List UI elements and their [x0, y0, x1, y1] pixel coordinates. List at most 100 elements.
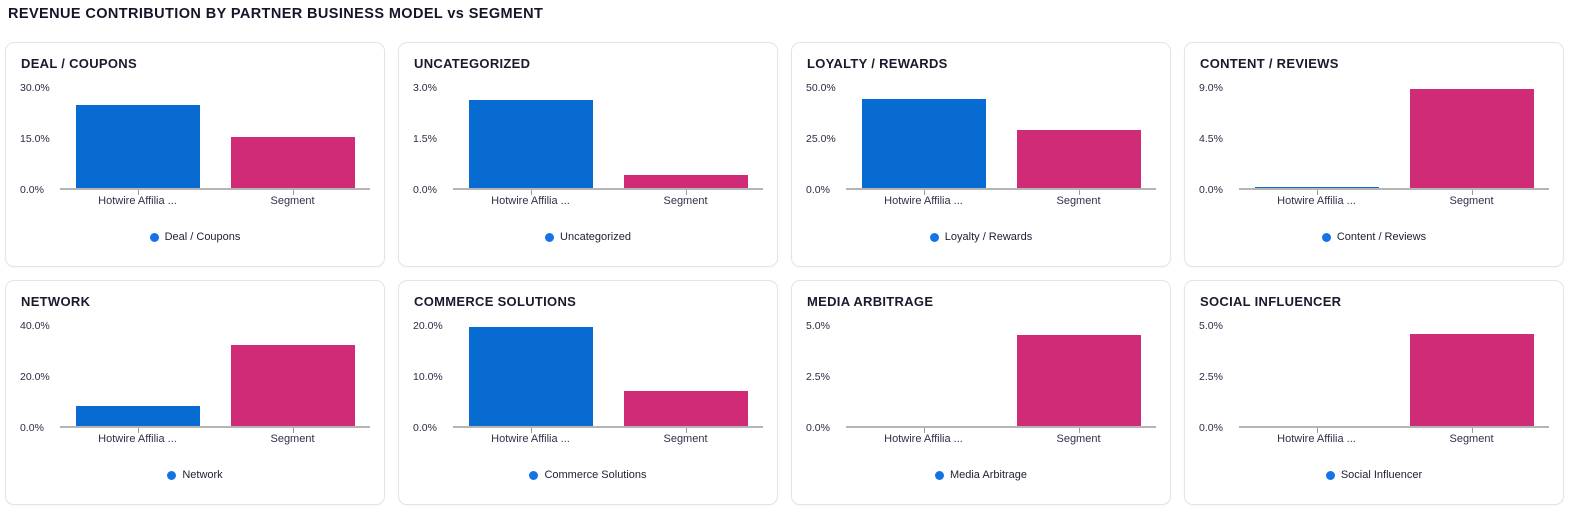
x-category-label: Hotwire Affilia ...: [884, 433, 963, 445]
chart-card: NETWORK 40.0% 20.0% 0.0% Hotwire Affilia…: [5, 280, 385, 505]
chart-title: COMMERCE SOLUTIONS: [414, 294, 577, 309]
y-tick-label: 5.0%: [1199, 320, 1223, 332]
y-axis: 5.0% 2.5% 0.0%: [1199, 320, 1239, 434]
y-tick-label: 0.0%: [1199, 184, 1223, 196]
legend-label: Deal / Coupons: [164, 231, 241, 243]
y-axis: 30.0% 15.0% 0.0%: [20, 82, 60, 196]
y-tick-label: 5.0%: [806, 320, 830, 332]
chart-plot-area: 20.0% 10.0% 0.0%: [413, 320, 763, 434]
bar-segment[interactable]: [623, 174, 748, 188]
bar-hotwire-affiliate[interactable]: [861, 99, 986, 188]
legend-item[interactable]: Loyalty / Rewards: [792, 231, 1170, 243]
chart-title: LOYALTY / REWARDS: [807, 56, 948, 71]
legend-dot-icon: [934, 470, 944, 480]
plot: [453, 88, 763, 195]
bar-hotwire-affiliate[interactable]: [75, 406, 200, 426]
x-category-label: Segment: [1056, 433, 1101, 445]
y-tick-label: 3.0%: [413, 82, 437, 94]
x-category-label: Hotwire Affilia ...: [1277, 195, 1356, 207]
bar-segment[interactable]: [1409, 334, 1534, 426]
chart-plot-area: 3.0% 1.5% 0.0%: [413, 82, 763, 196]
y-tick-label: 0.0%: [806, 184, 830, 196]
x-axis-tick: [1078, 190, 1080, 195]
legend-dot-icon: [1325, 470, 1335, 480]
bar-segment[interactable]: [1016, 130, 1141, 188]
bar-segment[interactable]: [623, 390, 748, 426]
chart-card: COMMERCE SOLUTIONS 20.0% 10.0% 0.0% Hotw…: [398, 280, 778, 505]
legend-dot-icon: [149, 232, 159, 242]
chart-card: DEAL / COUPONS 30.0% 15.0% 0.0% Hotwire …: [5, 42, 385, 267]
x-axis-tick: [923, 428, 925, 433]
y-axis: 3.0% 1.5% 0.0%: [413, 82, 453, 196]
y-tick-label: 0.0%: [413, 184, 437, 196]
y-tick-label: 2.5%: [1199, 371, 1223, 383]
chart-card: LOYALTY / REWARDS 50.0% 25.0% 0.0% Hotwi…: [791, 42, 1171, 267]
legend-item[interactable]: Deal / Coupons: [6, 231, 384, 243]
x-category-label: Segment: [663, 433, 708, 445]
legend-label: Uncategorized: [560, 231, 631, 243]
x-axis-tick: [1316, 190, 1318, 195]
bar-hotwire-affiliate[interactable]: [468, 99, 593, 188]
plot: [60, 88, 370, 195]
x-category-label: Segment: [270, 195, 315, 207]
chart-card: UNCATEGORIZED 3.0% 1.5% 0.0% Hotwire Aff…: [398, 42, 778, 267]
x-axis-tick: [530, 428, 532, 433]
chart-plot-area: 9.0% 4.5% 0.0%: [1199, 82, 1549, 196]
chart-plot-area: 5.0% 2.5% 0.0%: [806, 320, 1156, 434]
y-axis: 50.0% 25.0% 0.0%: [806, 82, 846, 196]
chart-title: NETWORK: [21, 294, 91, 309]
y-axis: 40.0% 20.0% 0.0%: [20, 320, 60, 434]
y-tick-label: 20.0%: [413, 320, 443, 332]
legend-label: Media Arbitrage: [949, 469, 1028, 481]
y-tick-label: 0.0%: [806, 422, 830, 434]
x-axis-labels: Hotwire Affilia ... Segment: [453, 433, 763, 445]
legend-item[interactable]: Social Influencer: [1185, 469, 1563, 481]
x-axis-tick: [292, 428, 294, 433]
x-axis-tick: [685, 190, 687, 195]
y-tick-label: 25.0%: [806, 133, 836, 145]
x-axis-tick: [1471, 190, 1473, 195]
plot: [1239, 88, 1549, 195]
x-axis-labels: Hotwire Affilia ... Segment: [1239, 433, 1549, 445]
chart-card: SOCIAL INFLUENCER 5.0% 2.5% 0.0% Hotwire…: [1184, 280, 1564, 505]
x-category-label: Segment: [1449, 433, 1494, 445]
legend-item[interactable]: Network: [6, 469, 384, 481]
bar-hotwire-affiliate[interactable]: [1254, 187, 1379, 188]
x-axis-tick: [137, 190, 139, 195]
y-tick-label: 30.0%: [20, 82, 50, 94]
x-axis-tick: [530, 190, 532, 195]
legend-dot-icon: [167, 470, 177, 480]
bar-hotwire-affiliate[interactable]: [468, 327, 593, 426]
legend-item[interactable]: Media Arbitrage: [792, 469, 1170, 481]
bar-segment[interactable]: [1016, 335, 1141, 426]
bar-segment[interactable]: [1409, 88, 1534, 188]
plot: [60, 326, 370, 433]
legend-item[interactable]: Commerce Solutions: [399, 469, 777, 481]
legend-dot-icon: [529, 470, 539, 480]
x-category-label: Segment: [1449, 195, 1494, 207]
legend-item[interactable]: Content / Reviews: [1185, 231, 1563, 243]
chart-card: CONTENT / REVIEWS 9.0% 4.5% 0.0% Hotwire…: [1184, 42, 1564, 267]
plot: [1239, 326, 1549, 433]
x-category-label: Hotwire Affilia ...: [98, 433, 177, 445]
y-axis: 5.0% 2.5% 0.0%: [806, 320, 846, 434]
chart-plot-area: 30.0% 15.0% 0.0%: [20, 82, 370, 196]
x-axis-labels: Hotwire Affilia ... Segment: [60, 433, 370, 445]
y-tick-label: 0.0%: [20, 184, 44, 196]
y-axis: 9.0% 4.5% 0.0%: [1199, 82, 1239, 196]
chart-title: MEDIA ARBITRAGE: [807, 294, 934, 309]
y-tick-label: 0.0%: [413, 422, 437, 434]
legend-item[interactable]: Uncategorized: [399, 231, 777, 243]
x-category-label: Segment: [1056, 195, 1101, 207]
x-axis-labels: Hotwire Affilia ... Segment: [846, 195, 1156, 207]
bar-hotwire-affiliate[interactable]: [75, 105, 200, 188]
legend-dot-icon: [929, 232, 939, 242]
charts-grid: DEAL / COUPONS 30.0% 15.0% 0.0% Hotwire …: [0, 42, 1578, 505]
y-tick-label: 4.5%: [1199, 133, 1223, 145]
x-category-label: Hotwire Affilia ...: [98, 195, 177, 207]
bar-segment[interactable]: [230, 345, 355, 426]
legend-dot-icon: [545, 232, 555, 242]
bar-segment[interactable]: [230, 137, 355, 188]
legend-label: Network: [182, 469, 223, 481]
x-axis-labels: Hotwire Affilia ... Segment: [453, 195, 763, 207]
